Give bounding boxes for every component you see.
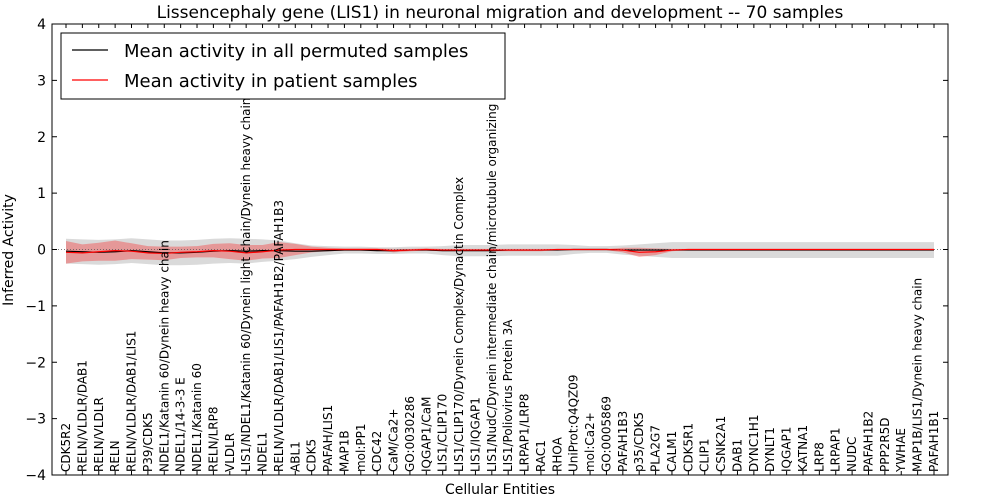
y-tick-label: −2 <box>25 355 46 371</box>
x-tick-label: NUDC <box>845 437 859 472</box>
x-tick-label: NDEL1/Katanin 60/Dynein heavy chain <box>157 240 171 472</box>
y-tick-label: 4 <box>37 17 46 33</box>
y-tick-label: −4 <box>25 468 46 484</box>
x-tick-label: RAC1 <box>534 440 548 472</box>
x-tick-label: KATNA1 <box>796 425 810 472</box>
x-tick-label: GO:0030286 <box>403 396 417 472</box>
x-tick-label: RELN/VLDLR <box>92 397 106 472</box>
x-tick-label: VLDLR <box>223 433 237 472</box>
x-tick-label: CDK5R2 <box>59 423 73 472</box>
series-lines <box>65 248 934 255</box>
x-tick-label: PAFAH/LIS1 <box>321 405 335 472</box>
x-tick-label: PAFAH1B1 <box>927 411 941 472</box>
x-tick-label: LIS1/NudC/Dynein intermediate chain/micr… <box>485 61 499 472</box>
x-tick-label: CSNK2A1 <box>714 416 728 472</box>
x-tick-label: GO:0005869 <box>599 396 613 472</box>
chart-title: Lissencephaly gene (LIS1) in neuronal mi… <box>157 3 844 23</box>
x-tick-label: RELN/LRP8 <box>206 406 220 472</box>
x-tick-label: LRPAP1/LRP8 <box>518 393 532 472</box>
x-tick-label: LIS1/CLIP170/Dynein Complex/Dynactin Com… <box>452 177 466 472</box>
x-tick-label: PAFAH1B3 <box>616 411 630 472</box>
y-tick-label: 2 <box>37 130 46 146</box>
legend-label-permuted: Mean activity in all permuted samples <box>124 41 468 62</box>
x-tick-label: LIS1/NDEL1/Katanin 60/Dynein light chain… <box>239 98 253 472</box>
x-tick-label: LIS1/CLIP170 <box>436 394 450 472</box>
x-tick-label: mol:PP1 <box>354 423 368 472</box>
x-tick-label: LRPAP1 <box>829 427 843 472</box>
x-tick-label: CDC42 <box>370 431 384 472</box>
x-tick-label: PAFAH1B2 <box>861 411 875 472</box>
x-tick-label: YWHAE <box>894 428 908 473</box>
x-tick-label: RHOA <box>550 436 564 472</box>
x-tick-label: NDEL1/14-3-3 E <box>174 377 188 472</box>
band-permuted <box>66 238 934 266</box>
x-tick-label: DAB1 <box>730 439 744 472</box>
y-tick-label: 1 <box>37 186 46 202</box>
x-tick-label: RELN/VLDLR/DAB1/LIS1 <box>125 331 139 472</box>
legend-label-patient: Mean activity in patient samples <box>124 71 418 92</box>
x-tick-label: LIS1/Poliovirus Protein 3A <box>501 319 515 472</box>
x-tick-label: RELN <box>108 440 122 472</box>
x-axis-label: Cellular Entities <box>445 482 555 498</box>
band-patient <box>66 240 934 264</box>
y-tick-label: −1 <box>25 299 46 315</box>
x-tick-label: IQGAP1 <box>780 427 794 472</box>
x-tick-label: p35/CDK5 <box>632 412 646 472</box>
x-tick-label: PLA2G7 <box>649 425 663 472</box>
x-tick-label: DYNLT1 <box>763 427 777 472</box>
y-axis-ticks: −4 −3 −2 −1 0 1 2 3 4 <box>25 17 948 484</box>
x-tick-label: CDK5 <box>305 439 319 472</box>
legend: Mean activity in all permuted samples Me… <box>60 32 506 100</box>
x-tick-label: DYNC1H1 <box>747 414 761 472</box>
x-tick-label: CALM1 <box>665 431 679 472</box>
x-tick-label: IQGAP1/CaM <box>419 397 433 473</box>
x-axis-ticks: CDK5R2 RELN/VLDLR/DAB1 RELN/VLDLR RELN RELN/… <box>59 24 941 475</box>
x-tick-label: LIS1/IQGAP1 <box>468 397 482 472</box>
x-tick-label: NDEL1 <box>256 432 270 472</box>
y-axis-label: Inferred Activity <box>1 194 17 306</box>
x-tick-label: MAP1B <box>337 430 351 472</box>
y-tick-label: −3 <box>25 412 46 428</box>
x-tick-label: PPP2R5D <box>878 417 892 472</box>
x-tick-label: CDK5R1 <box>681 423 695 472</box>
x-tick-label: UniProt:Q4QZ09 <box>567 374 581 472</box>
x-tick-label: RELN/VLDLR/DAB1 <box>75 360 89 472</box>
x-tick-label: LRP8 <box>812 442 826 472</box>
y-tick-label: 0 <box>37 243 46 259</box>
x-tick-label: ABL1 <box>288 441 302 472</box>
x-tick-label: CLIP1 <box>698 439 712 472</box>
x-tick-label: RELN/VLDLR/DAB1/LIS1/PAFAH1B2/PAFAH1B3 <box>272 200 286 472</box>
x-tick-label: MAP1B/LIS1/Dynein heavy chain <box>911 278 925 472</box>
x-tick-label: NDEL1/Katanin 60 <box>190 363 204 472</box>
x-tick-label: P39/CDK5 <box>141 412 155 472</box>
series-line-patient <box>65 248 934 255</box>
y-tick-label: 3 <box>37 73 46 89</box>
legend-box <box>60 32 506 100</box>
plot-frame <box>51 23 949 476</box>
x-tick-label: CaM/Ca2+ <box>387 408 401 472</box>
x-tick-label: mol:Ca2+ <box>583 412 597 472</box>
